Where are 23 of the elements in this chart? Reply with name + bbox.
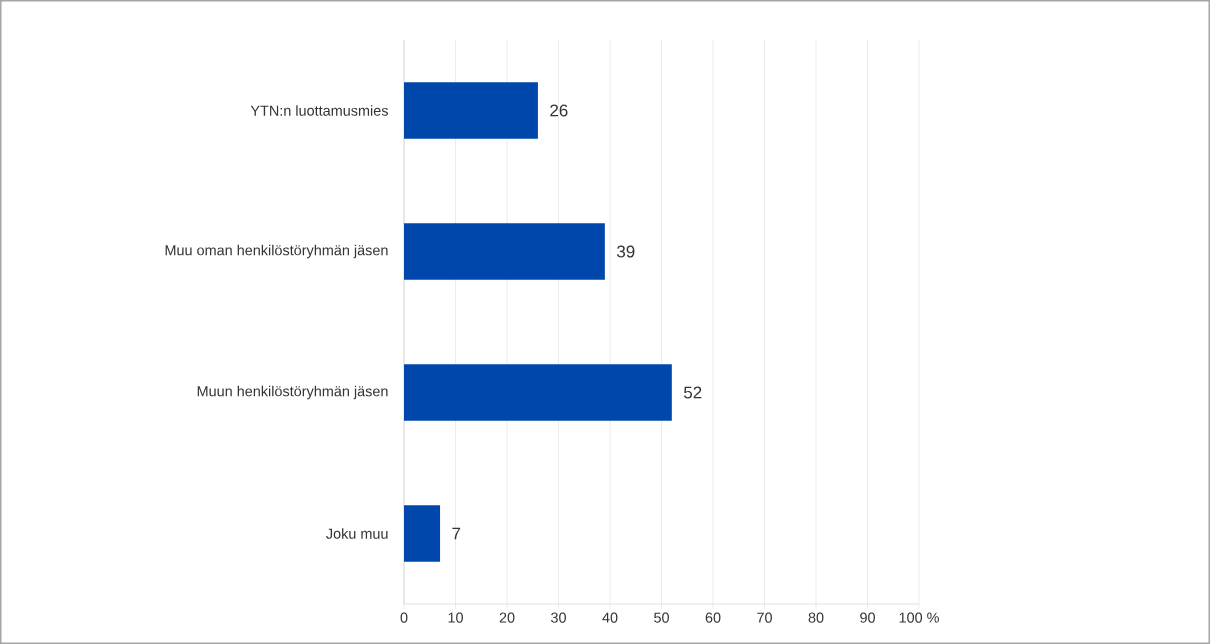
x-tick-label: 40 [602,612,618,623]
data-label: 39 [617,245,635,258]
bar [404,82,538,139]
x-tick-label: 60 [705,612,721,623]
x-tick-label: 80 [808,612,824,623]
data-label: 26 [550,104,568,117]
x-tick-label: 70 [757,612,772,623]
x-tick-label: 50 [654,612,669,623]
bar [404,223,605,280]
y-tick-label: Muun henkilöstöryhmän jäsen [197,385,388,400]
y-tick-label: Muu oman henkilöstöryhmän jäsen [165,244,388,259]
x-tick-label: 10 [448,612,463,623]
x-tick-label: 0 [400,612,408,623]
data-label: 52 [684,386,702,399]
bar [404,505,441,562]
y-tick-label: Joku muu [326,528,388,539]
x-tick-label: 100 % [899,612,939,623]
x-tick-label: 90 [860,612,875,623]
x-tick-label: 30 [551,612,566,623]
x-tick-label: 20 [499,612,515,623]
data-label: 7 [452,527,461,540]
bar [404,364,672,421]
y-tick-label: YTN:n luottamusmies [250,105,388,116]
